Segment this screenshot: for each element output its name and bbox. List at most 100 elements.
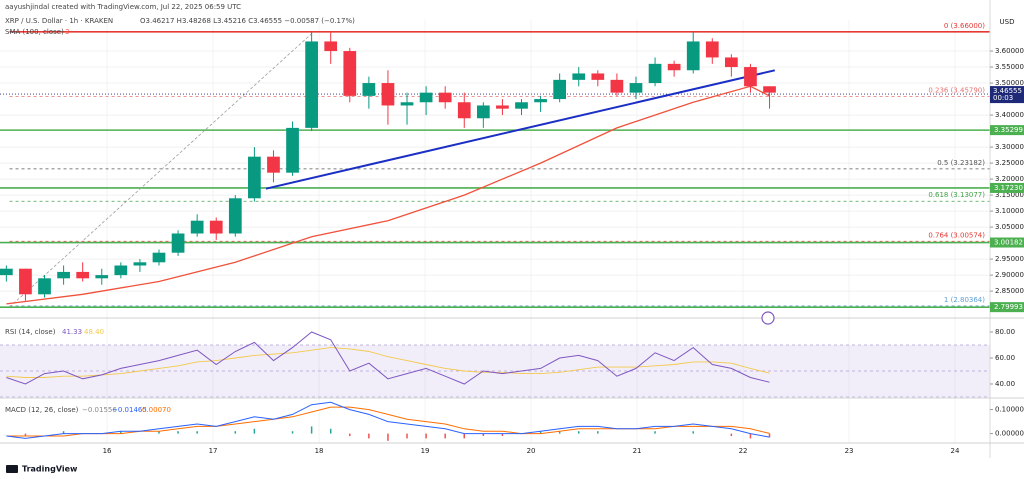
candle (400, 92, 414, 125)
pane-title: MACD (12, 26, close) (5, 406, 79, 414)
pane-title: RSI (14, close) (5, 328, 56, 336)
y-tick-label: 0.00000 (995, 430, 1024, 438)
y-tick-label: 3.05000 (995, 223, 1024, 231)
candle-body (286, 127, 299, 173)
candle (610, 73, 624, 96)
candle (534, 95, 547, 112)
level-tag (990, 237, 1024, 248)
candle (667, 60, 681, 77)
symbol: XRP / U.S. Dollar · 1h · KRAKEN (5, 17, 113, 25)
macd-value: −0.01556 (82, 406, 117, 414)
brand-logo: TradingView (6, 465, 78, 474)
candle (38, 275, 51, 298)
fib-label: 0 (3.66000) (944, 22, 985, 30)
level-label: 3.17230 (994, 184, 1023, 192)
signal-line (6, 406, 770, 437)
candle-body (57, 271, 70, 279)
candle (324, 31, 338, 64)
candle (686, 31, 700, 74)
current-price-tag (990, 86, 1024, 104)
candle-body (476, 105, 490, 119)
y-tick-label: 60.00 (995, 354, 1015, 362)
candle (725, 54, 738, 77)
sma-label: SMA (100, close) (5, 28, 64, 36)
candle (705, 38, 719, 64)
candle-body (152, 252, 166, 263)
y-tick-label: 2.85000 (995, 287, 1024, 295)
fib-trend-line (9, 31, 314, 308)
y-tick-label: 3.20000 (995, 175, 1024, 183)
candle-body (591, 73, 605, 80)
candle-body (362, 83, 376, 96)
candle (209, 217, 223, 240)
candle (0, 265, 13, 282)
rsi-ma-line (6, 347, 770, 378)
candle-body (190, 220, 204, 234)
alert-icon[interactable] (761, 311, 775, 325)
candle-body (267, 156, 280, 173)
candle-body (95, 275, 109, 279)
candle (648, 57, 662, 87)
fib-label: 0.618 (3.13077) (928, 191, 985, 199)
candle-body (248, 156, 261, 199)
x-tick-label: 16 (103, 447, 112, 455)
candle-body (0, 268, 13, 276)
candle-body (457, 102, 471, 119)
candle-body (76, 271, 90, 279)
candle (591, 70, 605, 87)
candle (381, 70, 395, 125)
fib-label: 0.5 (3.23182) (937, 159, 985, 167)
candle-body (228, 198, 242, 234)
candle-body (686, 41, 700, 71)
rsi-ma-value: 48.40 (84, 328, 104, 336)
candle (228, 195, 242, 237)
candle-body (515, 102, 528, 109)
level-label: 2.79993 (994, 303, 1023, 311)
x-tick-label: 17 (209, 447, 218, 455)
y-tick-label: 3.30000 (995, 143, 1024, 151)
x-tick-label: 21 (633, 447, 642, 455)
candle (171, 230, 185, 256)
candle-body (744, 67, 757, 87)
candle (744, 63, 757, 93)
candle-body (209, 220, 223, 234)
level-tag (990, 125, 1024, 136)
y-tick-label: 2.95000 (995, 255, 1024, 263)
candle (629, 76, 643, 100)
candle (476, 102, 490, 128)
candle (438, 86, 452, 109)
macd-value: −0.01465 (112, 406, 147, 414)
candle (248, 147, 261, 202)
candle-body (496, 105, 509, 109)
candle-body (171, 233, 185, 253)
y-tick-label: 2.90000 (995, 271, 1024, 279)
candle-body (763, 86, 776, 93)
sma-value: 3 (65, 28, 69, 36)
candle (343, 47, 357, 103)
level-tag (990, 302, 1024, 313)
candle (572, 67, 586, 87)
candle (553, 73, 567, 103)
candle (515, 99, 528, 116)
candle-body (438, 92, 452, 103)
candle-body (19, 268, 32, 295)
candle (419, 86, 433, 116)
candle-body (419, 92, 433, 103)
candle (362, 76, 376, 109)
level-label: 3.00182 (994, 239, 1023, 247)
level-tag (990, 182, 1024, 193)
y-tick-label: 3.10000 (995, 207, 1024, 215)
y-tick-label: 3.40000 (995, 111, 1024, 119)
candle (76, 262, 90, 282)
candle-body (610, 79, 624, 93)
author-line: aayushjindal created with TradingView.co… (5, 3, 241, 11)
candle-body (553, 79, 567, 100)
candle-body (648, 63, 662, 84)
macd-value: 0.00070 (142, 406, 171, 414)
plot-layer (0, 31, 776, 441)
x-tick-label: 19 (421, 447, 430, 455)
candle (763, 86, 776, 109)
candle-body (705, 41, 719, 58)
